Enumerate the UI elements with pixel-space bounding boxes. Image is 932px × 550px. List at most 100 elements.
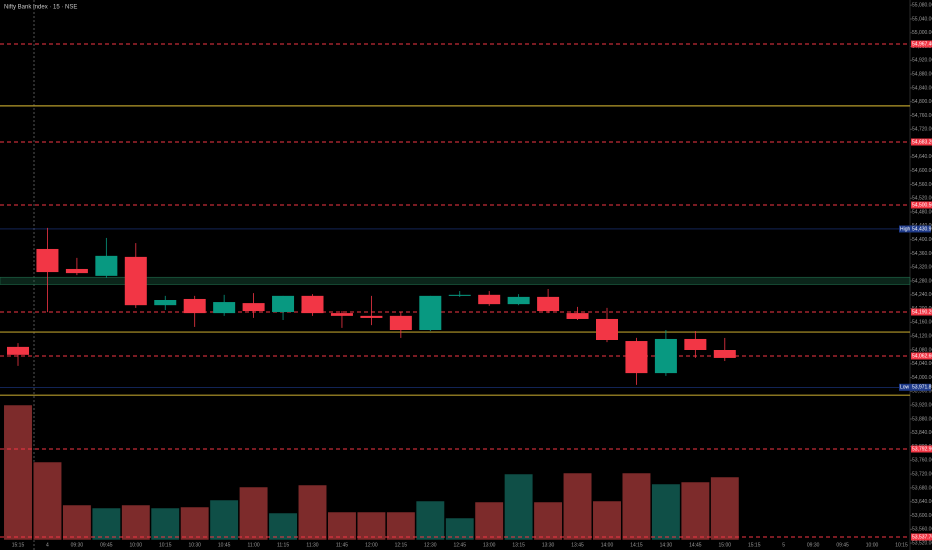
volume-bar — [121, 504, 151, 541]
y-tick-label: 53,840.00 — [912, 430, 932, 436]
x-tick-label: 11:00 — [248, 542, 260, 548]
volume-bar — [180, 506, 210, 541]
candle-body — [301, 295, 324, 314]
y-tick-label: 54,080.00 — [912, 347, 932, 353]
volume-bar — [710, 476, 740, 541]
volume-bar — [563, 472, 593, 541]
x-tick-label: 12:00 — [365, 542, 378, 548]
y-tick-label: 53,600.00 — [912, 513, 932, 519]
y-tick-label: 54,360.00 — [912, 251, 932, 257]
level-tag — [911, 352, 932, 360]
y-tick-label: 54,280.00 — [912, 278, 932, 284]
level-label: 53,792.90 — [912, 446, 932, 452]
candle-body — [154, 300, 177, 306]
x-tick-label: 13:15 — [512, 542, 525, 548]
plot-layer: 55,080.0055,040.0055,000.0054,960.0054,9… — [0, 3, 932, 548]
candle-body — [596, 318, 618, 340]
level-tag — [911, 138, 932, 146]
y-tick-label: 54,400.00 — [912, 237, 932, 243]
y-tick-label: 55,000.00 — [912, 30, 932, 36]
x-tick-label: 15:15 — [748, 542, 761, 548]
volume-bar — [621, 472, 651, 541]
marker-tag: High — [900, 226, 911, 232]
x-tick-label: 14:15 — [630, 542, 643, 548]
candle-body — [389, 315, 412, 330]
y-tick-label: 54,600.00 — [912, 168, 932, 174]
volume-bar — [680, 481, 710, 541]
x-tick-label: 12:30 — [424, 542, 437, 548]
candle-body — [183, 298, 206, 314]
x-tick-label: 12:45 — [453, 542, 466, 548]
y-tick-label: 53,880.00 — [912, 416, 932, 422]
volume-bar — [239, 486, 269, 541]
x-tick-label: 14:45 — [689, 542, 702, 548]
y-tick-label: 54,120.00 — [912, 334, 932, 340]
candle-body — [566, 313, 589, 319]
x-tick-label: 10:00 — [130, 542, 143, 548]
y-tick-label: 54,840.00 — [912, 85, 932, 91]
x-tick-label: 5 — [782, 542, 785, 548]
y-tick-label: 54,920.00 — [912, 58, 932, 64]
marker-label: 54,430.95 — [912, 226, 932, 232]
candle-body — [36, 248, 59, 273]
marker-label: 53,971.85 — [912, 385, 932, 391]
level-tag — [911, 308, 932, 316]
y-tick-label: 53,720.00 — [912, 471, 932, 477]
y-tick-label: 54,480.00 — [912, 209, 932, 215]
candle-body — [625, 341, 648, 374]
volume-bar — [504, 473, 534, 541]
level-tag — [911, 533, 932, 541]
candle-body — [419, 295, 442, 330]
candle-body — [330, 313, 353, 316]
x-tick-label: 15:15 — [12, 542, 25, 548]
y-tick-label: 54,160.00 — [912, 320, 932, 326]
candle-body — [242, 303, 265, 312]
candle-body — [507, 296, 530, 305]
zone — [0, 276, 911, 285]
x-tick-label: 10:00 — [866, 542, 879, 548]
x-tick-label: 13:00 — [483, 542, 496, 548]
candle-body — [713, 350, 736, 358]
y-tick-label: 54,040.00 — [912, 361, 932, 367]
candle-body — [448, 294, 471, 296]
volume-bar — [592, 500, 622, 541]
y-tick-label: 55,080.00 — [912, 3, 932, 9]
y-tick-label: 54,720.00 — [912, 127, 932, 133]
level-tag — [911, 201, 932, 209]
candle-body — [537, 296, 560, 312]
volume-bar — [91, 507, 121, 541]
volume-bar — [209, 499, 239, 541]
candle-body — [684, 338, 707, 350]
level-label: 54,500.50 — [912, 202, 932, 208]
x-tick-label: 10:30 — [188, 542, 201, 548]
chart-title: Nifty Bank Index · 15 · NSE — [4, 5, 77, 11]
x-tick-label: 11:30 — [306, 542, 318, 548]
candle-body — [213, 302, 236, 314]
x-tick-label: 14:30 — [660, 542, 673, 548]
candle-body — [95, 255, 118, 276]
level-label: 54,967.40 — [912, 41, 932, 47]
y-tick-label: 55,040.00 — [912, 16, 932, 22]
volume-bar — [32, 461, 62, 541]
volume-bar — [150, 507, 180, 541]
y-tick-label: 54,760.00 — [912, 113, 932, 119]
x-tick-label: 09:45 — [836, 542, 849, 548]
volume-bar — [533, 501, 563, 541]
y-tick-label: 53,960.00 — [912, 389, 932, 395]
y-tick-label: 53,640.00 — [912, 499, 932, 505]
volume-bar — [415, 500, 445, 541]
level-label: 54,190.20 — [912, 309, 932, 315]
y-tick-label: 54,640.00 — [912, 154, 932, 160]
volume-bar — [327, 511, 357, 541]
y-tick-label: 53,760.00 — [912, 458, 932, 464]
volume-bar — [62, 504, 92, 541]
marker-tag: Low — [900, 385, 910, 391]
volume-bar — [298, 484, 327, 541]
marker-box — [899, 383, 931, 391]
y-tick-label: 54,560.00 — [912, 182, 932, 188]
y-tick-label: 54,520.00 — [912, 196, 932, 202]
x-tick-label: 09:30 — [807, 542, 820, 548]
candle-body — [7, 346, 29, 355]
volume-bar — [474, 501, 504, 541]
